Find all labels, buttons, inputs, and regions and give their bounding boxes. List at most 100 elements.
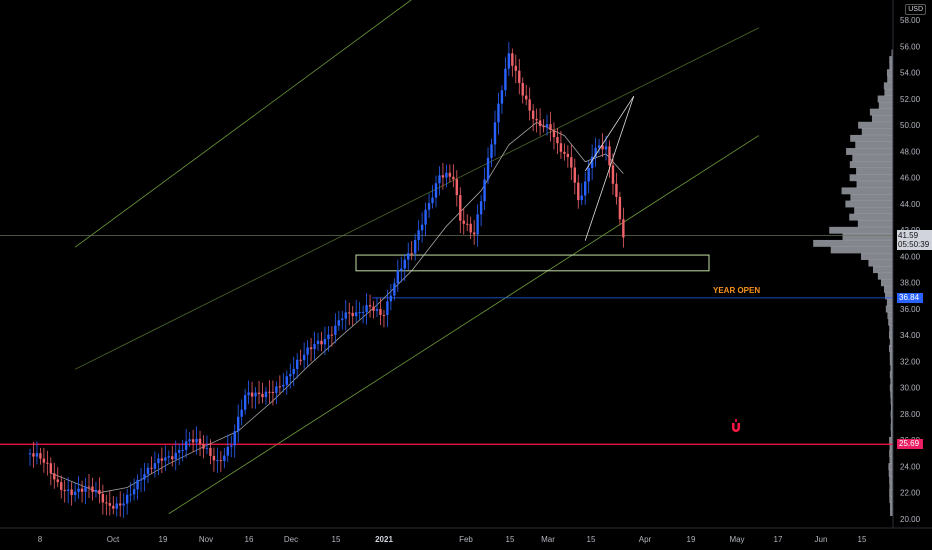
candle-body — [91, 486, 94, 493]
volume-profile-bar — [888, 469, 893, 477]
candle-body — [594, 147, 597, 157]
volume-profile-bar — [849, 161, 893, 169]
channel-line — [74, 0, 412, 248]
price-tick-label: 36.00 — [900, 305, 921, 314]
candle-body — [445, 172, 448, 178]
price-tick-label: 20.00 — [900, 515, 921, 524]
volume-profile-bar — [889, 345, 893, 352]
volume-profile-bar — [889, 384, 893, 392]
candle-body — [115, 503, 118, 509]
candle-body — [129, 494, 132, 496]
volume-profile-bar — [884, 88, 893, 96]
candle-body — [368, 305, 372, 307]
candle-body — [84, 486, 87, 492]
candle-body — [577, 182, 580, 201]
time-tick-label: 15 — [506, 535, 515, 544]
magnet-icon-stem — [735, 419, 737, 422]
volume-profile-bar — [889, 489, 893, 497]
candle-body — [49, 463, 53, 474]
candle-body — [538, 120, 542, 127]
volume-profile-bar — [891, 49, 893, 57]
candle-body — [570, 157, 573, 168]
candle-body — [87, 486, 91, 488]
candle-body — [216, 460, 219, 462]
candle-body — [112, 505, 115, 509]
last-price-badge: 41.59 05:50:39 — [897, 230, 932, 250]
candle-body — [316, 340, 320, 345]
volume-profile-bar — [890, 423, 893, 431]
candle-body — [295, 359, 299, 369]
candle-body — [479, 201, 483, 215]
candle-body — [542, 126, 545, 128]
volume-profile-bar — [889, 436, 893, 444]
volume-profile-bar — [889, 476, 893, 484]
candle-body — [358, 312, 361, 314]
candle-body — [504, 68, 507, 91]
candle-body — [195, 438, 198, 443]
candle-body — [400, 268, 403, 271]
candle-body — [143, 474, 146, 480]
time-tick-label: Dec — [284, 535, 298, 544]
candle-body — [174, 452, 177, 460]
volume-profile-bar — [878, 102, 893, 109]
candle-body — [230, 445, 233, 447]
event-marker[interactable] — [732, 419, 740, 432]
volume-profile-bar — [858, 121, 893, 129]
candle-body — [500, 90, 504, 104]
candle-body — [587, 167, 590, 182]
candle-body — [354, 312, 358, 317]
price-tick-label: 40.00 — [900, 252, 921, 261]
time-tick-label: Nov — [199, 535, 213, 544]
candle-body — [202, 443, 205, 449]
volume-profile-bar — [889, 496, 893, 503]
candle-body — [518, 70, 521, 83]
candle-body — [63, 489, 66, 491]
candle-body — [486, 157, 490, 180]
candle-body — [226, 446, 229, 456]
volume-profile-bar — [856, 180, 893, 188]
candle-body — [32, 453, 35, 457]
candle-body — [556, 137, 559, 144]
candle-body — [410, 253, 413, 255]
time-tick-label: May — [729, 535, 744, 544]
candle-body — [292, 368, 295, 375]
volume-profile-bar — [890, 430, 893, 438]
candle-body — [77, 488, 80, 492]
candle-body — [531, 110, 535, 119]
year-open-label: YEAR OPEN — [713, 286, 761, 295]
time-tick-label: Apr — [639, 535, 652, 544]
candle-body — [73, 491, 77, 496]
candle-body — [56, 479, 59, 483]
time-axis[interactable]: 8 Oct 19 Nov 16 Dec 15 2021 Feb 15 Mar 15 Apr 19 May 17… — [0, 527, 932, 544]
candle-body — [28, 453, 32, 455]
volume-profile-bar — [889, 371, 893, 379]
candle-body — [125, 494, 129, 504]
candle-body — [278, 386, 282, 388]
moving-average-line — [50, 121, 624, 494]
demand-zone-box — [355, 254, 710, 272]
price-tick-label: 38.00 — [900, 279, 921, 288]
candle-body — [459, 195, 462, 221]
currency-badge[interactable]: USD — [905, 4, 926, 15]
volume-profile-bar — [881, 279, 893, 287]
candlesticks — [28, 41, 625, 518]
candle-body — [438, 175, 441, 184]
time-tick-label: 15 — [587, 535, 596, 544]
candle-body — [223, 455, 226, 462]
volume-profile-bar — [841, 187, 893, 195]
price-tick-label: 46.00 — [900, 174, 921, 183]
wedge-line-lower — [584, 95, 635, 172]
candle-body — [525, 95, 528, 100]
volume-profile-bar — [845, 200, 893, 208]
candle-body — [427, 203, 431, 210]
volume-profile-bar — [830, 246, 893, 254]
countdown-timer: 05:50:39 — [898, 240, 930, 249]
candle-body — [198, 438, 202, 444]
candle-body — [611, 165, 615, 184]
time-tick-label: 2021 — [375, 535, 393, 544]
candle-body — [379, 309, 382, 315]
price-tick-label: 24.00 — [900, 462, 921, 471]
candle-body — [434, 183, 438, 198]
candle-body — [268, 391, 271, 393]
